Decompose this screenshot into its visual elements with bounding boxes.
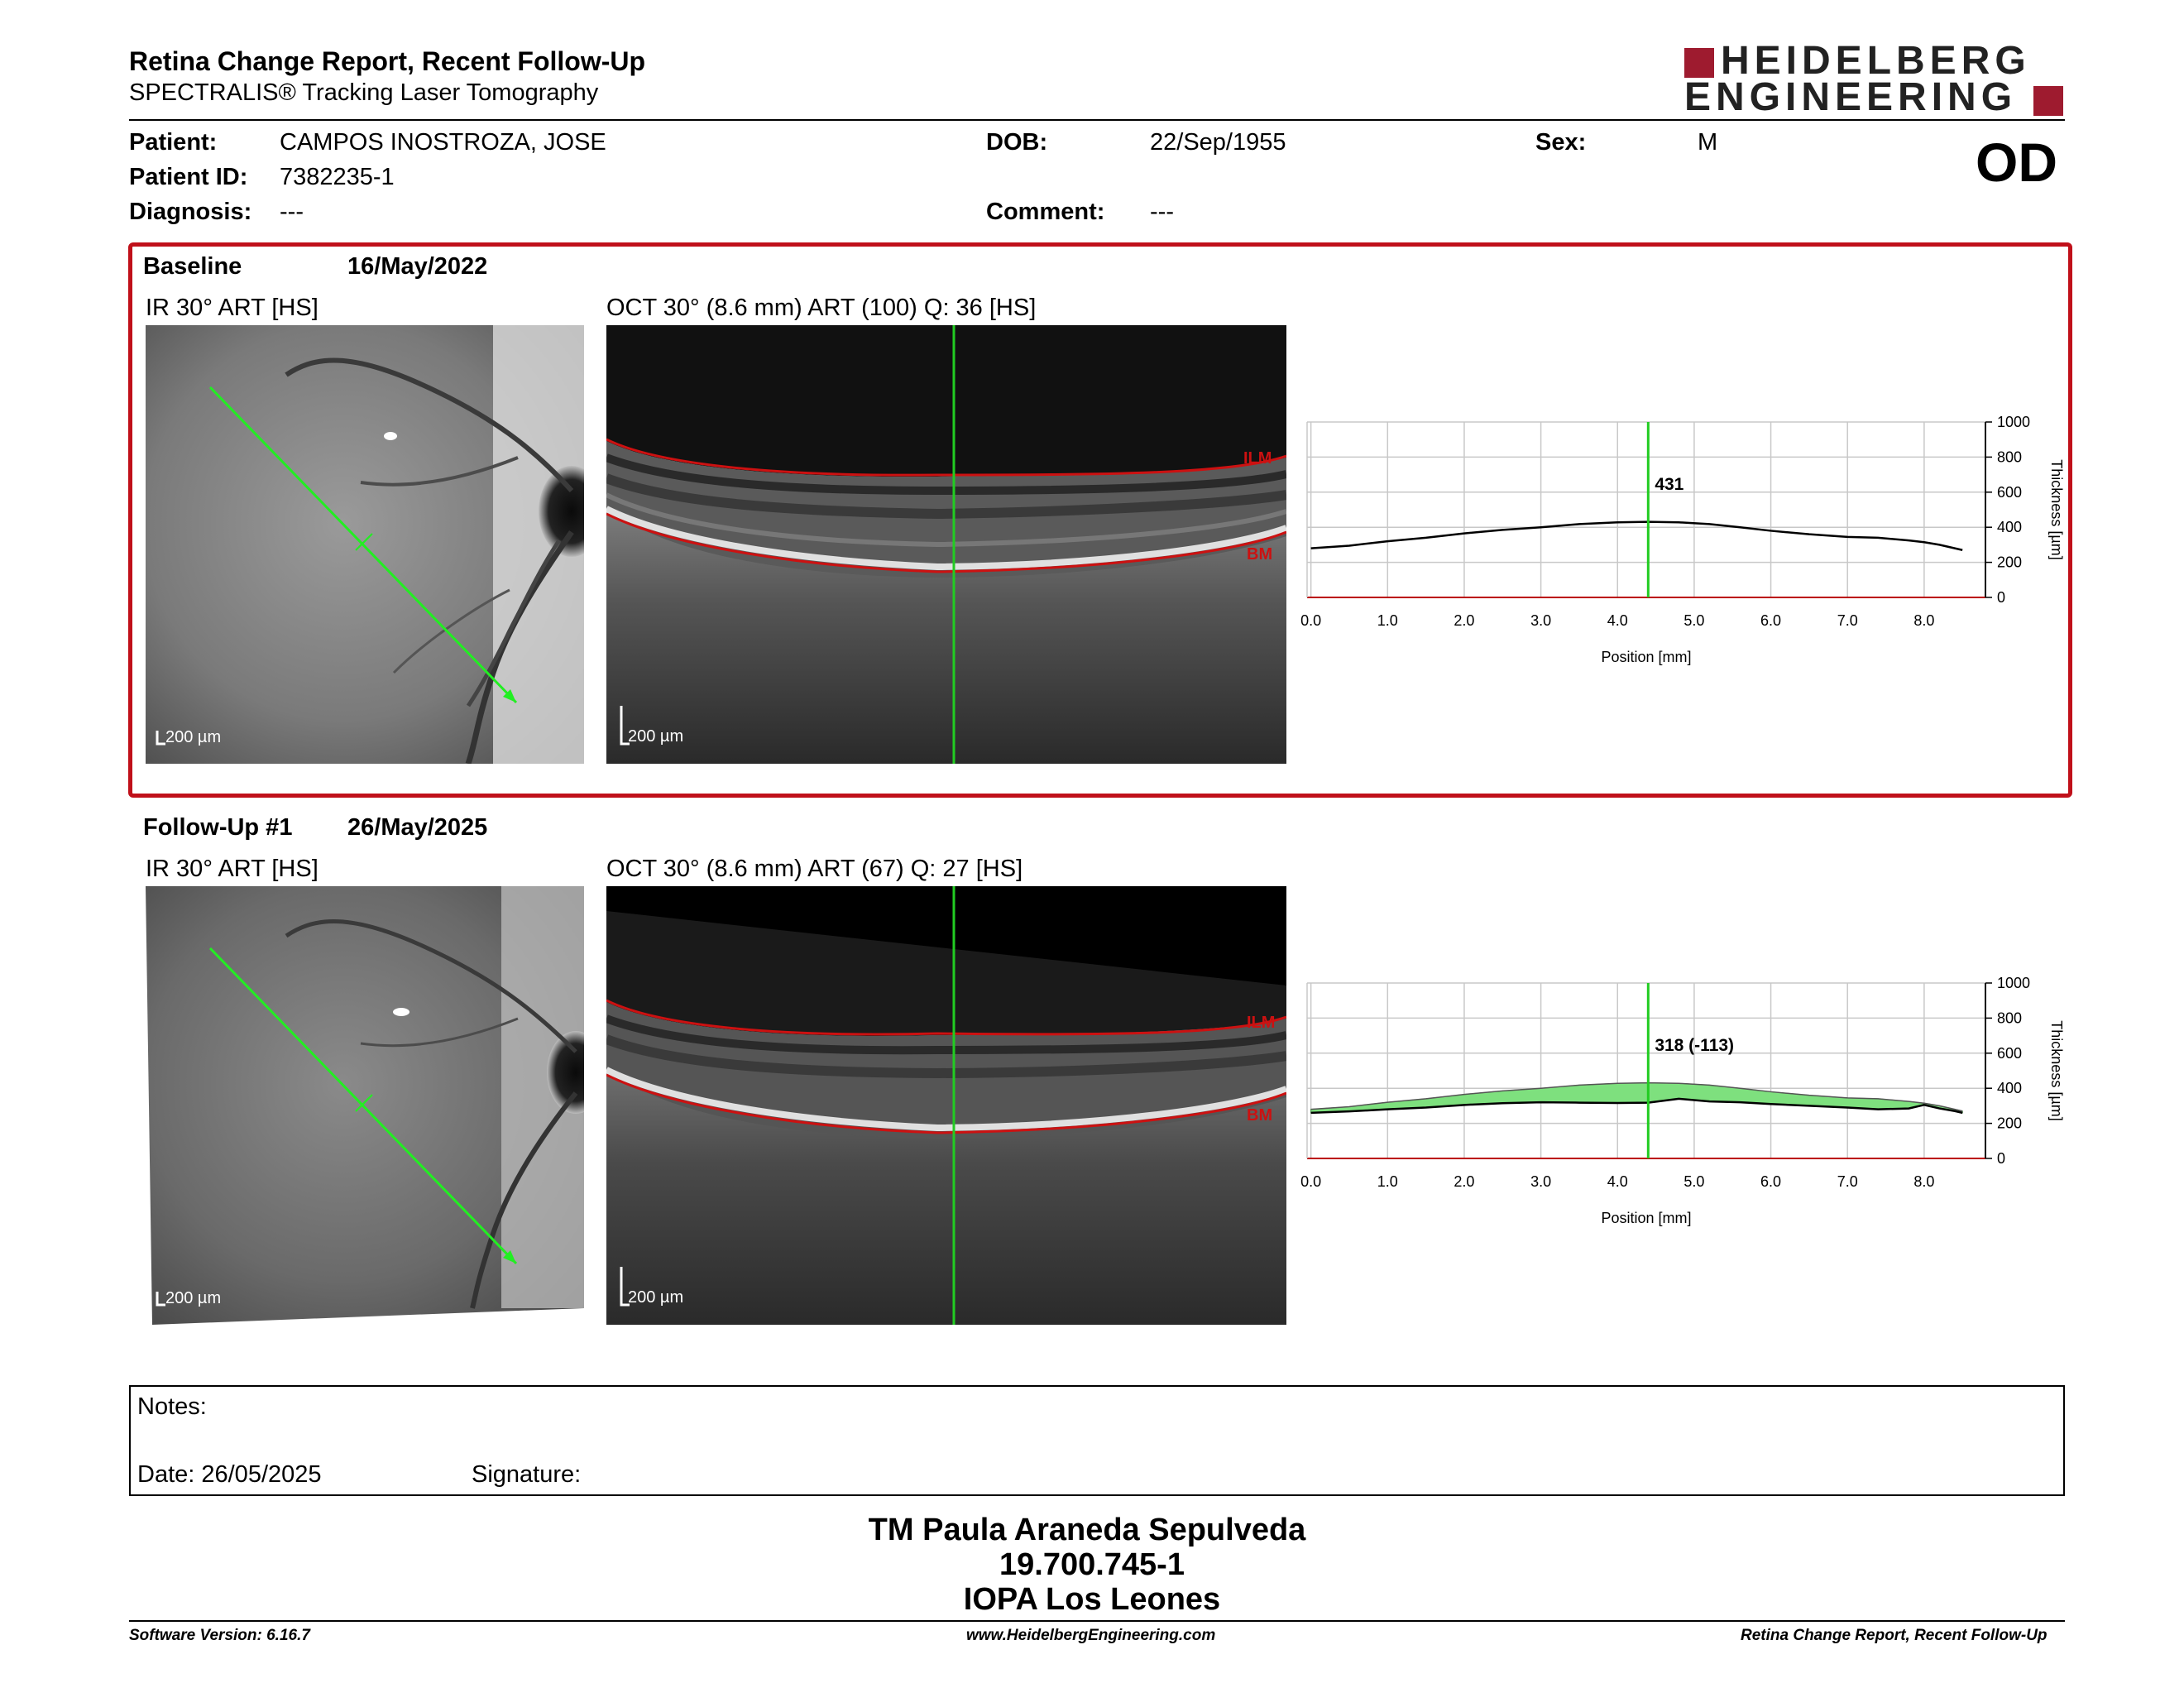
- followup-ir-scale: 200 µm: [165, 1289, 222, 1307]
- baseline-fundus-graphic: [146, 325, 584, 764]
- followup-thickness-y-tick: 400: [1997, 1080, 2022, 1096]
- baseline-thickness-x-tick: 3.0: [1530, 612, 1551, 629]
- followup-thickness-y-tick: 600: [1997, 1045, 2022, 1062]
- followup-oct-bscan-image: ILM BM 200 µm: [606, 886, 1286, 1325]
- dob-label: DOB:: [986, 129, 1048, 156]
- baseline-thickness-x-tick: 5.0: [1684, 612, 1704, 629]
- followup-ir-label: IR 30° ART [HS]: [146, 856, 318, 882]
- baseline-thickness-x-tick: 1.0: [1377, 612, 1398, 629]
- diagnosis-label: Diagnosis:: [129, 199, 252, 225]
- baseline-thickness-cursor-value: 431: [1655, 475, 1684, 494]
- patient-label: Patient:: [129, 129, 218, 156]
- followup-thickness-y-label: Thickness [µm]: [2048, 1020, 2065, 1120]
- baseline-thickness-x-tick: 2.0: [1454, 612, 1474, 629]
- logo-square-bottom: [2033, 86, 2063, 116]
- followup-thickness-x-tick: 5.0: [1684, 1173, 1704, 1190]
- signer-rut: 19.700.745-1: [999, 1547, 1185, 1582]
- followup-thickness-x-tick: 2.0: [1454, 1173, 1474, 1190]
- followup-date: 26/May/2025: [347, 814, 488, 841]
- signature-label: Signature:: [472, 1461, 582, 1488]
- followup-name: Follow-Up #1: [143, 814, 293, 841]
- followup-thickness-y-tick: 200: [1997, 1115, 2022, 1132]
- baseline-thickness-x-tick: 8.0: [1913, 612, 1934, 629]
- followup-thickness-y-tick: 800: [1997, 1009, 2022, 1026]
- patient-name: CAMPOS INOSTROZA, JOSE: [280, 129, 606, 156]
- baseline-name: Baseline: [143, 253, 242, 280]
- website-link[interactable]: www.HeidelbergEngineering.com: [966, 1627, 1216, 1644]
- followup-thickness-series-line-2: [1310, 1081, 1963, 1112]
- followup-thickness-x-tick: 3.0: [1530, 1173, 1551, 1190]
- baseline-thickness-series-line-1: [1310, 520, 1963, 551]
- followup-thickness-x-tick: 6.0: [1760, 1173, 1781, 1190]
- followup-ilm-label: ILM: [1247, 1014, 1276, 1032]
- followup-thickness-y-tick: 0: [1997, 1150, 2005, 1167]
- baseline-thickness-y-tick: 600: [1997, 484, 2022, 501]
- report-title: Retina Change Report, Recent Follow-Up: [129, 46, 646, 76]
- followup-bm-label: BM: [1247, 1106, 1273, 1125]
- diagnosis-value: ---: [280, 199, 304, 225]
- baseline-highlight-frame: [128, 242, 2072, 798]
- followup-oct-graphic: [606, 886, 1286, 1325]
- eye-label: OD: [1976, 132, 2057, 193]
- baseline-thickness-y-label: Thickness [µm]: [2048, 459, 2065, 559]
- followup-thickness-x-tick: 1.0: [1377, 1173, 1398, 1190]
- followup-thickness-cursor-value: 318 (-113): [1655, 1036, 1734, 1055]
- sex-value: M: [1698, 129, 1718, 156]
- patient-id-label: Patient ID:: [129, 164, 248, 190]
- signer-institution: IOPA Los Leones: [963, 1582, 1221, 1617]
- comment-value: ---: [1150, 199, 1174, 225]
- followup-fundus-graphic: [146, 886, 584, 1325]
- baseline-oct-label: OCT 30° (8.6 mm) ART (100) Q: 36 [HS]: [606, 295, 1037, 321]
- logo-square-top: [1684, 48, 1714, 78]
- baseline-oct-bscan-image: ILM BM 200 µm: [606, 325, 1286, 764]
- baseline-ilm-label: ILM: [1243, 449, 1272, 468]
- baseline-thickness-x-label: Position [mm]: [1601, 649, 1691, 665]
- baseline-ir-label: IR 30° ART [HS]: [146, 295, 318, 321]
- followup-thickness-x-tick: 0.0: [1300, 1173, 1321, 1190]
- header-divider: [129, 119, 2065, 121]
- baseline-thickness-y-tick: 400: [1997, 519, 2022, 535]
- followup-thickness-series-line-1: [1310, 1097, 1963, 1115]
- baseline-bm-label: BM: [1247, 545, 1273, 563]
- comment-label: Comment:: [986, 199, 1105, 225]
- notes-box: Notes: Date: 26/05/2025 Signature:: [129, 1385, 2065, 1496]
- baseline-thickness-y-tick: 800: [1997, 448, 2022, 465]
- baseline-thickness-y-tick: 1000: [1997, 414, 2030, 430]
- baseline-ir-scale: 200 µm: [165, 728, 222, 746]
- baseline-thickness-x-tick: 7.0: [1837, 612, 1858, 629]
- baseline-thickness-x-tick: 0.0: [1300, 612, 1321, 629]
- software-version: Software Version: 6.16.7: [129, 1627, 310, 1644]
- baseline-date: 16/May/2022: [347, 253, 488, 280]
- followup-ir-fundus-image: 200 µm: [146, 886, 584, 1325]
- logo-line2: ENGINEERING: [1684, 75, 2018, 119]
- sex-label: Sex:: [1535, 129, 1587, 156]
- dob-value: 22/Sep/1955: [1150, 129, 1286, 156]
- signer-name: TM Paula Araneda Sepulveda: [868, 1513, 1306, 1547]
- footer-report-name: Retina Change Report, Recent Follow-Up: [1741, 1627, 2048, 1644]
- baseline-thickness-y-tick: 0: [1997, 589, 2005, 606]
- report-subtitle: SPECTRALIS® Tracking Laser Tomography: [129, 79, 599, 106]
- followup-oct-label: OCT 30° (8.6 mm) ART (67) Q: 27 [HS]: [606, 856, 1023, 882]
- followup-thickness-x-tick: 7.0: [1837, 1173, 1858, 1190]
- baseline-ir-fundus-image: 200 µm: [146, 325, 584, 764]
- notes-label: Notes:: [137, 1393, 207, 1420]
- followup-thickness-x-label: Position [mm]: [1601, 1210, 1691, 1226]
- followup-thickness-x-tick: 8.0: [1913, 1173, 1934, 1190]
- followup-thickness-y-tick: 1000: [1997, 975, 2030, 991]
- notes-date: Date: 26/05/2025: [137, 1461, 322, 1488]
- baseline-thickness-x-tick: 6.0: [1760, 612, 1781, 629]
- followup-oct-scale: 200 µm: [628, 1288, 684, 1307]
- footer-divider: [129, 1620, 2065, 1622]
- followup-thickness-x-tick: 4.0: [1607, 1173, 1628, 1190]
- baseline-oct-graphic: [606, 325, 1286, 764]
- baseline-thickness-y-tick: 200: [1997, 554, 2022, 571]
- baseline-thickness-x-tick: 4.0: [1607, 612, 1628, 629]
- logo-line1: HEIDELBERG: [1721, 39, 2031, 83]
- baseline-oct-scale: 200 µm: [628, 727, 684, 746]
- patient-id: 7382235-1: [280, 164, 395, 190]
